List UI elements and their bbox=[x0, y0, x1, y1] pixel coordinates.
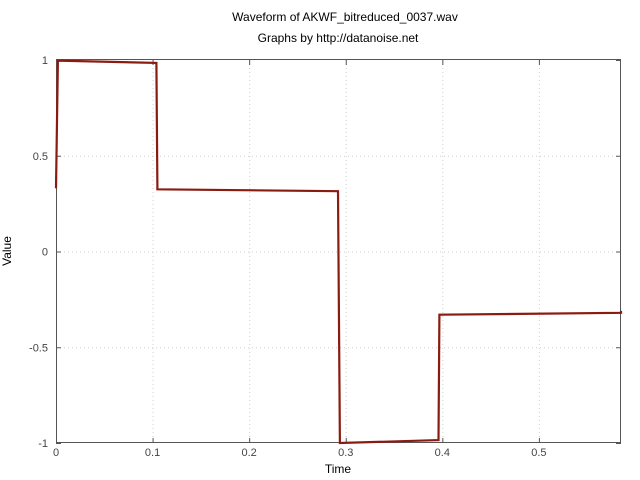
chart-title: Waveform of AKWF_bitreduced_0037.wav bbox=[232, 10, 458, 24]
x-tick-label: 0.1 bbox=[145, 447, 160, 459]
x-tick-label: 0.4 bbox=[435, 447, 450, 459]
waveform-line bbox=[54, 59, 623, 445]
plot-frame bbox=[56, 59, 621, 443]
x-tick-label: 0 bbox=[53, 447, 59, 459]
x-tick-label: 0.5 bbox=[531, 447, 546, 459]
y-tick-label: 0.5 bbox=[33, 151, 48, 163]
tick-layer: 0 0.1 0.2 0.3 0.4 0.5 -1 -0.5 0 0.5 1 bbox=[29, 55, 621, 459]
y-tick-label: 0 bbox=[42, 247, 48, 259]
chart-subtitle: Graphs by http://datanoise.net bbox=[258, 31, 419, 45]
x-tick-label: 0.2 bbox=[242, 447, 257, 459]
y-tick-label: 1 bbox=[42, 55, 48, 67]
series-layer bbox=[54, 59, 623, 445]
y-tick-label: -1 bbox=[38, 438, 48, 450]
y-tick-label: -0.5 bbox=[29, 342, 48, 354]
x-tick-label: 0.3 bbox=[338, 447, 353, 459]
x-axis-label: Time bbox=[325, 462, 352, 476]
y-axis-label: Value bbox=[0, 236, 14, 266]
